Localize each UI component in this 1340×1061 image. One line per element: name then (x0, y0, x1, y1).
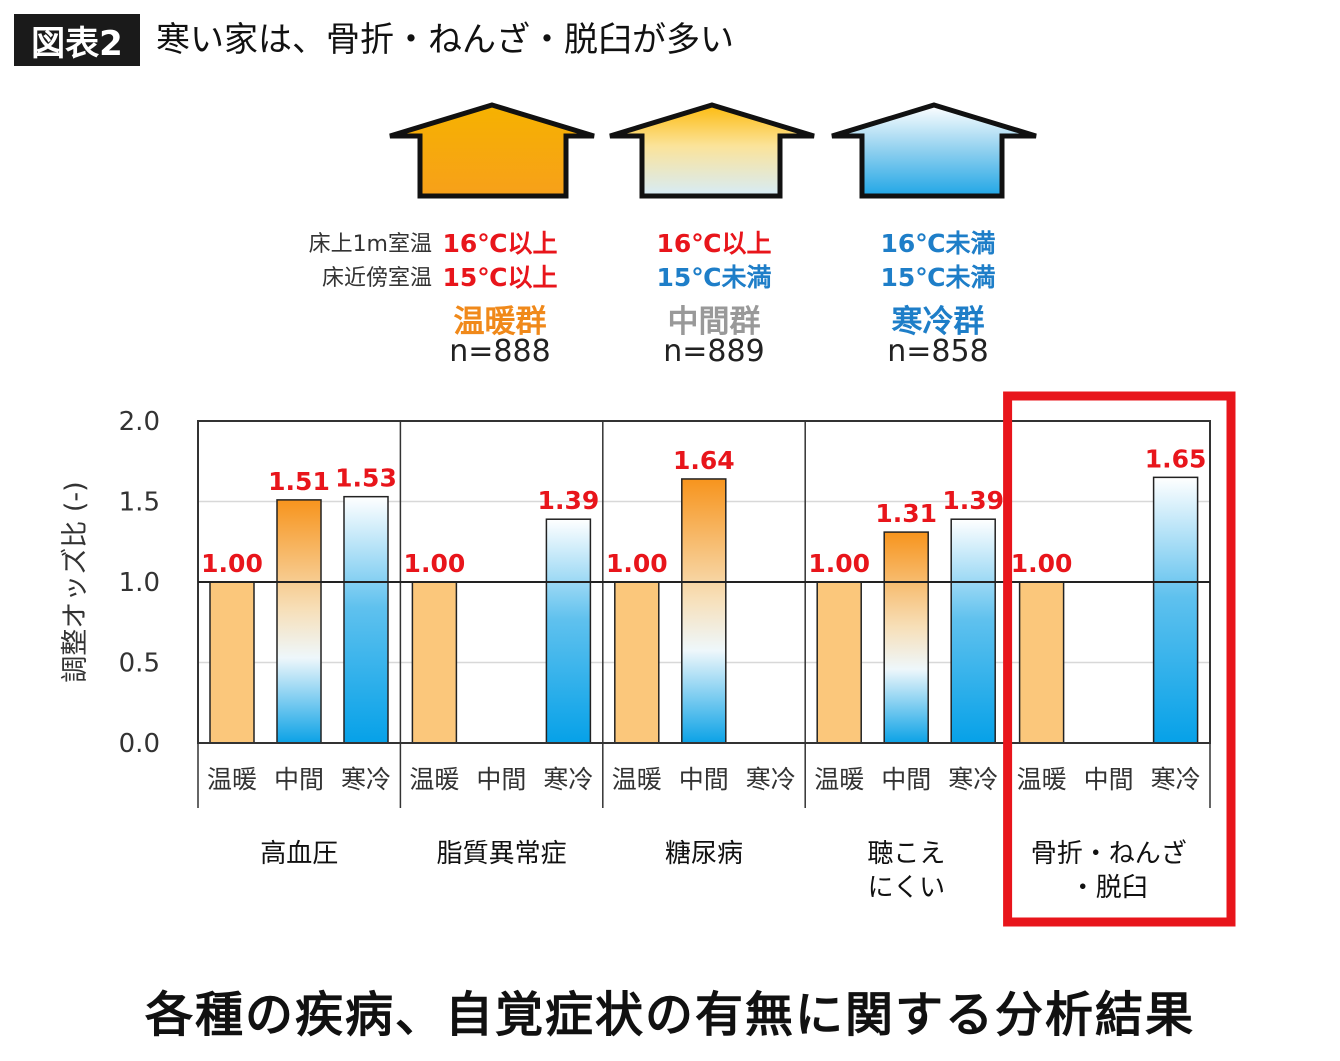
legend-row-label-floor: 床近傍室温 (321, 266, 432, 291)
y-tick-label: 2.0 (119, 407, 160, 437)
y-tick-label: 1.0 (119, 568, 160, 598)
y-tick-label: 1.5 (119, 488, 160, 518)
warm-house-icon (389, 102, 595, 199)
category-label: 脂質異常症 (437, 839, 567, 869)
data-label: 1.53 (335, 464, 397, 493)
warm-group-n: n=888 (449, 334, 551, 369)
bar-group-label: 寒冷 (1151, 765, 1201, 794)
data-label: 1.00 (606, 549, 668, 578)
data-label: 1.00 (201, 549, 263, 578)
cold-group-n: n=858 (887, 334, 989, 369)
bar-group-label: 寒冷 (543, 765, 593, 794)
data-label: 1.39 (942, 486, 1004, 515)
warm-floor-temp: 15℃以上 (442, 263, 558, 292)
bar-group-label: 中間 (274, 765, 324, 794)
data-label: 1.00 (808, 549, 870, 578)
bar-group-label: 温暖 (1017, 765, 1067, 794)
cold-group-name: 寒冷群 (891, 304, 985, 340)
category-label: ・脱臼 (1070, 873, 1148, 903)
bar-group-label: 寒冷 (341, 765, 391, 794)
mid-1m-temp: 16℃以上 (656, 229, 772, 258)
bar-group-label: 中間 (881, 765, 931, 794)
bar-mid (681, 478, 727, 744)
bar-warm (614, 581, 660, 744)
category-label: 聴こえ (867, 839, 945, 869)
odds-ratio-chart: 0.00.51.01.52.0調整オッズ比 (-) 1.001.51 1.53温暖中… (60, 391, 1236, 927)
category-label: 骨折・ねんざ (1031, 839, 1187, 869)
bar-group-label: 寒冷 (746, 765, 796, 794)
bar-group-label: 中間 (679, 765, 729, 794)
figure-title: 寒い家は、骨折・ねんざ・脱臼が多い (156, 20, 734, 60)
data-label: 1.31 (875, 499, 937, 528)
bar-cold (545, 518, 592, 744)
bar-group-label: 温暖 (612, 765, 662, 794)
legend-row-label-1m: 床上1m室温 (308, 232, 432, 257)
bar-warm (411, 581, 458, 744)
data-label: 1.51 (268, 467, 330, 496)
y-tick-label: 0.0 (119, 729, 160, 759)
cold-house-icon (831, 102, 1037, 199)
data-label: 1.00 (404, 549, 466, 578)
bar-cold (1152, 476, 1199, 744)
y-axis-label: 調整オッズ比 (-) (60, 481, 91, 682)
mid-group-name: 中間群 (667, 304, 761, 340)
data-label: 1.64 (673, 446, 735, 475)
data-label: 1.00 (1011, 549, 1073, 578)
category-label: 糖尿病 (665, 839, 743, 869)
highlight-box (1003, 391, 1236, 927)
cold-1m-temp: 16℃未満 (880, 229, 996, 258)
middle-house-icon (609, 102, 815, 199)
bar-warm (1018, 581, 1065, 744)
bar-group-label: 中間 (1084, 765, 1134, 794)
bar-warm (816, 581, 862, 744)
bar-warm (209, 581, 255, 744)
footer-title: 各種の疾病、自覚症状の有無に関する分析結果 (144, 987, 1195, 1043)
bar-group-label: 温暖 (207, 765, 257, 794)
data-label: 1.65 (1145, 444, 1207, 473)
category-label: にくい (868, 873, 945, 903)
bar-group-label: 中間 (476, 765, 526, 794)
bar-cold (950, 518, 996, 744)
bar-group-label: 温暖 (814, 765, 864, 794)
category-label: 高血圧 (260, 839, 338, 869)
y-tick-label: 0.5 (119, 649, 160, 679)
figure-tag: 図表2 (14, 14, 140, 66)
warm-1m-temp: 16℃以上 (442, 229, 558, 258)
data-label: 1.39 (538, 486, 600, 515)
cold-floor-temp: 15℃未満 (880, 263, 996, 292)
bar-cold (343, 495, 389, 744)
bar-group-label: 温暖 (409, 765, 459, 794)
warm-group-name: 温暖群 (453, 304, 547, 340)
bar-mid (883, 531, 929, 744)
mid-group-n: n=889 (663, 334, 765, 369)
bar-group-label: 寒冷 (948, 765, 998, 794)
bar-mid (276, 499, 322, 744)
mid-floor-temp: 15℃未満 (656, 263, 772, 292)
